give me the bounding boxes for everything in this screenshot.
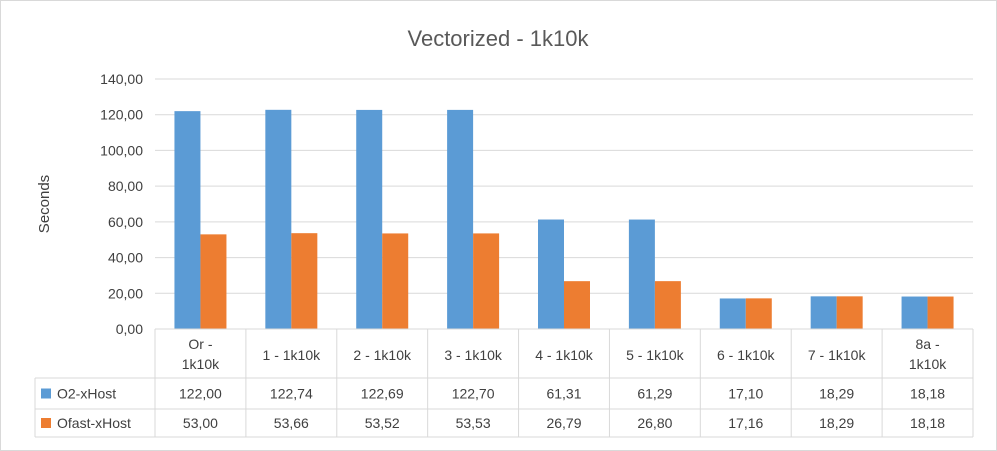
y-tick-label: 40,00 <box>108 250 143 266</box>
bar-ofast-xhost-3 <box>473 233 500 329</box>
y-tick-label: 120,00 <box>100 107 143 123</box>
data-label: 122,69 <box>361 386 404 402</box>
data-label: 61,29 <box>637 386 672 402</box>
data-label: 122,70 <box>452 386 495 402</box>
y-tick-label: 140,00 <box>100 71 143 87</box>
data-label: 18,29 <box>819 415 854 431</box>
data-label: 61,31 <box>546 386 581 402</box>
x-tick-label: 2 - 1k10k <box>353 347 412 363</box>
x-tick-label: 7 - 1k10k <box>808 347 867 363</box>
bar-o2-xhost-2 <box>356 109 383 330</box>
bars <box>174 109 954 330</box>
x-tick-label: Or - <box>188 336 212 352</box>
bar-ofast-xhost-2 <box>382 233 409 329</box>
bar-ofast-xhost-4 <box>564 281 590 329</box>
x-tick-label: 3 - 1k10k <box>444 347 503 363</box>
data-label: 53,66 <box>274 415 309 431</box>
x-tick-label: 1 - 1k10k <box>263 347 322 363</box>
x-tick-label: 4 - 1k10k <box>535 347 594 363</box>
data-label: 53,00 <box>183 415 218 431</box>
legend-swatch-o2-xhost <box>41 388 51 399</box>
bar-o2-xhost-0 <box>174 111 201 330</box>
bar-o2-xhost-7 <box>810 296 837 329</box>
bar-o2-xhost-8 <box>901 296 928 329</box>
data-label: 26,80 <box>637 415 672 431</box>
x-tick-label: 8a - <box>915 336 939 352</box>
data-label: 53,53 <box>456 415 491 431</box>
y-tick-label: 80,00 <box>108 178 143 194</box>
legend-label: O2-xHost <box>57 386 116 402</box>
y-tick-label: 20,00 <box>108 285 143 301</box>
x-tick-label: 6 - 1k10k <box>717 347 776 363</box>
data-label: 18,18 <box>910 386 945 402</box>
bar-ofast-xhost-1 <box>291 233 318 329</box>
bar-ofast-xhost-7 <box>836 296 863 329</box>
y-tick-label: 0,00 <box>116 321 143 337</box>
y-axis-label: Seconds <box>36 175 53 233</box>
y-tick-label: 100,00 <box>100 142 143 158</box>
bar-o2-xhost-1 <box>265 109 292 329</box>
data-table: Or - 1k10k 1 - 1k10k 2 - 1k10k 3 - 1k10k 4 - … <box>34 328 974 438</box>
data-label: 18,18 <box>910 415 945 431</box>
x-tick-label: 1k10k <box>182 356 220 372</box>
legend-label: Ofast-xHost <box>57 415 131 431</box>
bar-o2-xhost-3 <box>447 109 474 330</box>
bar-ofast-xhost-0 <box>200 234 227 329</box>
data-label: 17,10 <box>728 386 763 402</box>
x-tick-label: 5 - 1k10k <box>626 347 685 363</box>
data-label: 26,79 <box>546 415 581 431</box>
bar-ofast-xhost-5 <box>654 281 681 329</box>
data-label: 17,16 <box>728 415 763 431</box>
legend-swatch-ofast-xhost <box>41 418 51 428</box>
bar-o2-xhost-6 <box>719 298 746 329</box>
data-label: 53,52 <box>365 415 400 431</box>
data-label: 122,74 <box>270 386 313 402</box>
bar-o2-xhost-5 <box>628 219 655 329</box>
bar-ofast-xhost-6 <box>745 298 772 329</box>
data-label: 18,29 <box>819 386 854 402</box>
bar-o2-xhost-4 <box>538 219 564 329</box>
chart-title: Vectorized - 1k10k <box>408 26 590 51</box>
y-axis-ticks: 0,00 20,00 40,00 60,00 80,00 100,00 120,00 140,… <box>100 71 143 337</box>
data-label: 122,00 <box>179 386 222 402</box>
y-tick-label: 60,00 <box>108 214 143 230</box>
x-tick-label: 1k10k <box>909 356 947 372</box>
bar-ofast-xhost-8 <box>927 296 954 329</box>
